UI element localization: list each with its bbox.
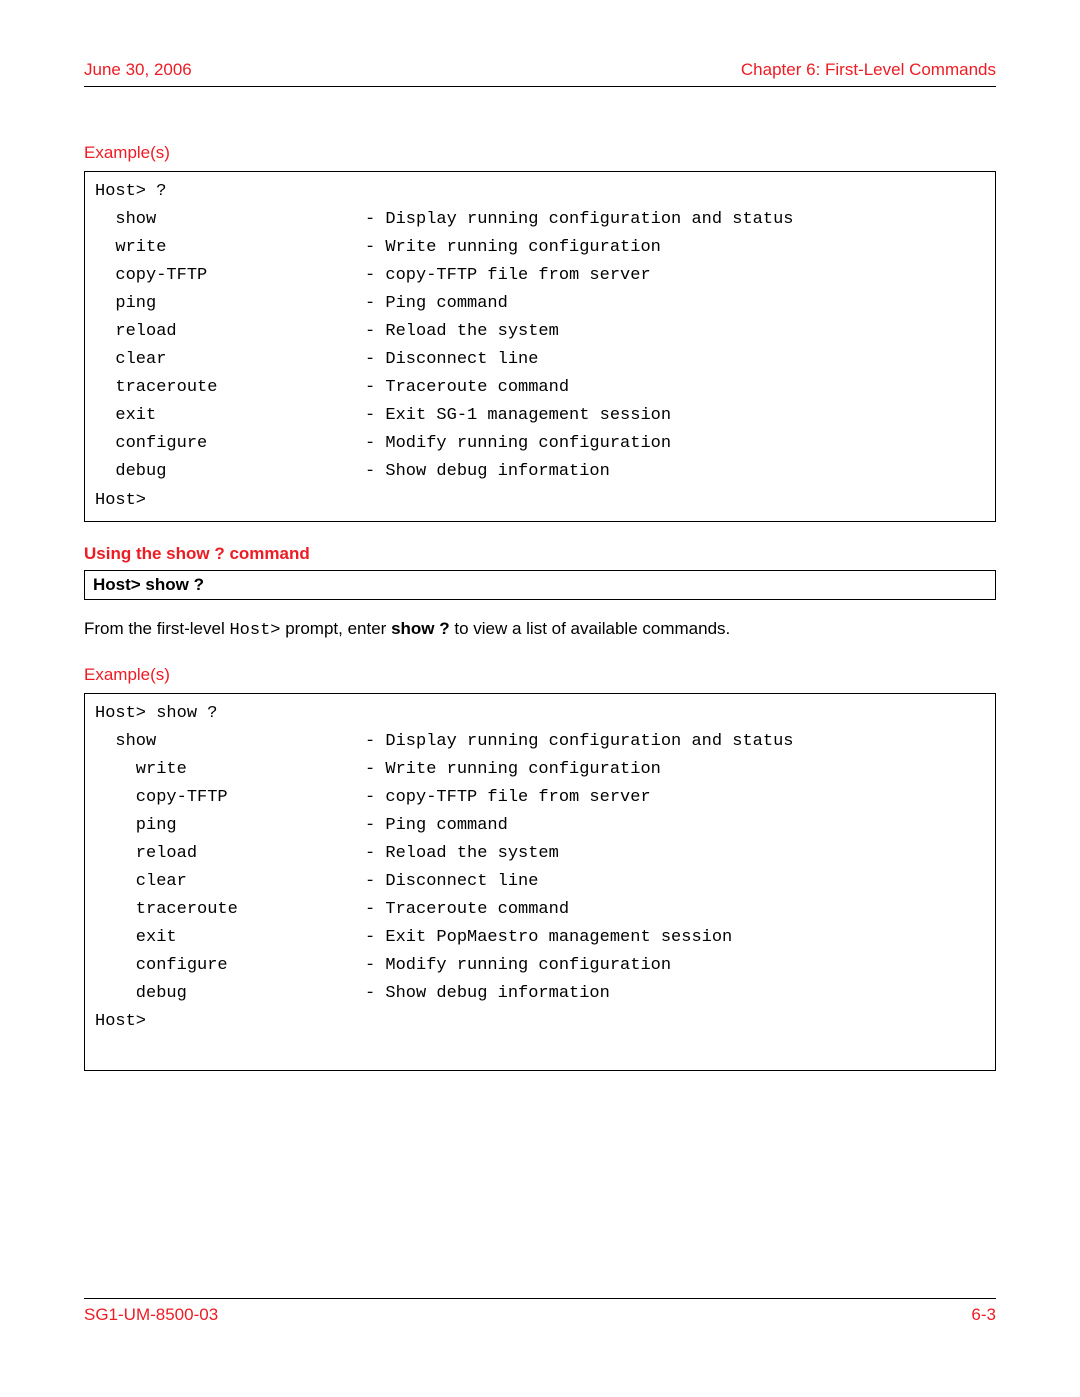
- description-text: From the first-level Host> prompt, enter…: [84, 618, 996, 643]
- footer-pagenum: 6-3: [971, 1305, 996, 1325]
- page-content: June 30, 2006 Chapter 6: First-Level Com…: [84, 60, 996, 1071]
- code-row: ping- Ping command: [95, 812, 985, 840]
- page-footer: SG1-UM-8500-03 6-3: [84, 1298, 996, 1325]
- example-1-code: Host> ? show- Display running configurat…: [84, 171, 996, 522]
- code-row: copy-TFTP- copy-TFTP file from server: [95, 262, 985, 290]
- body-post: to view a list of available commands.: [450, 619, 731, 638]
- code-row: write- Write running configuration: [95, 756, 985, 784]
- code-row: traceroute- Traceroute command: [95, 896, 985, 924]
- code-row: ping- Ping command: [95, 290, 985, 318]
- body-pre: From the first-level: [84, 619, 229, 638]
- code-row: reload- Reload the system: [95, 318, 985, 346]
- code-row: configure- Modify running configuration: [95, 430, 985, 458]
- code-row: exit- Exit SG-1 management session: [95, 402, 985, 430]
- code-row: copy-TFTP- copy-TFTP file from server: [95, 784, 985, 812]
- code-row: exit- Exit PopMaestro management session: [95, 924, 985, 952]
- subheading: Using the show ? command: [84, 544, 996, 564]
- code-row: clear- Disconnect line: [95, 346, 985, 374]
- code-row: show- Display running configuration and …: [95, 728, 985, 756]
- header-chapter: Chapter 6: First-Level Commands: [741, 60, 996, 80]
- code-row: debug- Show debug information: [95, 980, 985, 1008]
- example-2-code: Host> show ? show- Display running confi…: [84, 693, 996, 1072]
- code-row: reload- Reload the system: [95, 840, 985, 868]
- code-row: debug- Show debug information: [95, 458, 985, 486]
- body-mono: Host>: [229, 621, 280, 640]
- body-mid: prompt, enter: [281, 619, 392, 638]
- examples-label-1: Example(s): [84, 143, 996, 163]
- footer-docid: SG1-UM-8500-03: [84, 1305, 218, 1325]
- examples-label-2: Example(s): [84, 665, 996, 685]
- code-row: clear- Disconnect line: [95, 868, 985, 896]
- code-row: write- Write running configuration: [95, 234, 985, 262]
- code-row: traceroute- Traceroute command: [95, 374, 985, 402]
- code-row: configure- Modify running configuration: [95, 952, 985, 980]
- body-bold: show ?: [391, 619, 450, 638]
- prompt-box: Host> show ?: [84, 570, 996, 600]
- page-header: June 30, 2006 Chapter 6: First-Level Com…: [84, 60, 996, 87]
- header-date: June 30, 2006: [84, 60, 192, 80]
- code-row: show- Display running configuration and …: [95, 206, 985, 234]
